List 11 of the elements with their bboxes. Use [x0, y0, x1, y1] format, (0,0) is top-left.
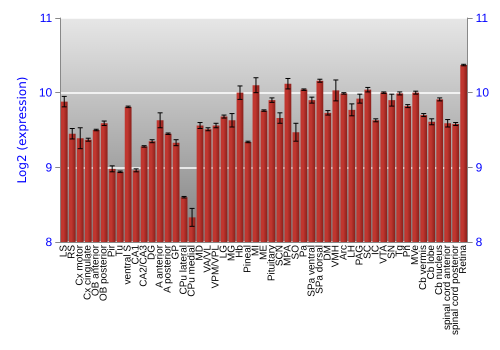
y-tick-label: 8	[46, 235, 53, 249]
y2-tick-label: 11	[476, 11, 488, 25]
y-tick-label: 9	[46, 160, 53, 174]
y-tick-label: 10	[38, 86, 53, 100]
y-axis-title: Log2 (expression)	[15, 76, 29, 184]
y-tick-label: 11	[40, 11, 53, 25]
x-tick-label: Retina	[458, 244, 470, 274]
y2-tick-label: 10	[476, 86, 490, 100]
y2-tick-label: 8	[476, 235, 483, 249]
y2-tick-label: 9	[476, 160, 483, 174]
x-tick-label: Tg	[394, 245, 406, 257]
